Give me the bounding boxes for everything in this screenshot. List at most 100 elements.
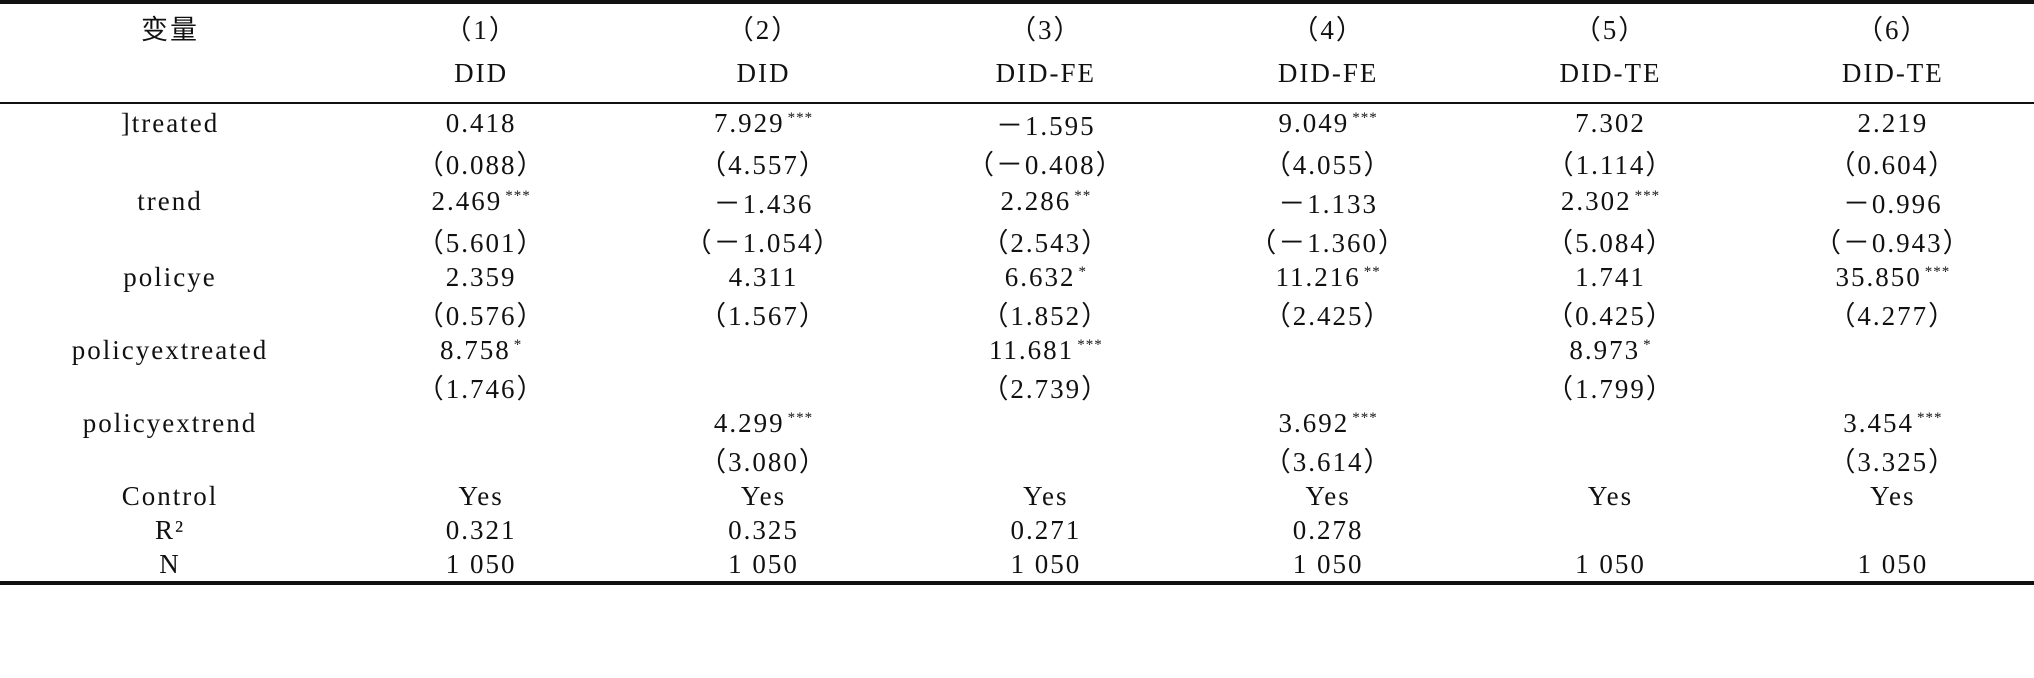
cell [622, 333, 904, 367]
cell [340, 440, 622, 479]
cell: （3） [1009, 14, 1083, 45]
cell: 1.741 [1575, 261, 1646, 292]
cell: （1.567） [699, 301, 828, 331]
significance-stars: *** [1352, 110, 1378, 126]
cell: 3.454 *** [1752, 406, 2034, 440]
table-row: （1.746） （2.739） （1.799） [0, 367, 2034, 406]
coefficient: 8.973 [1569, 334, 1641, 365]
significance-stars: *** [1924, 263, 1951, 280]
cell: －1.595 [995, 111, 1096, 141]
row-label [0, 50, 340, 104]
cell: 1 050 [1575, 548, 1646, 579]
table-row: （0.088） （4.557） （－0.408） （4.055） （1.114） （0.6… [0, 143, 2034, 182]
cell: （2） [726, 14, 801, 45]
cell: （1.799） [1546, 374, 1675, 404]
coefficient: 35.850 [1835, 261, 1922, 292]
cell: （0.425） [1546, 301, 1675, 331]
row-label: Control [121, 480, 219, 511]
cell: Yes [458, 480, 504, 511]
cell: 11.216 ** [1187, 260, 1469, 294]
cell: －0.996 [1842, 189, 1943, 219]
table-row: trend 2.469 *** －1.436 2.286 ** －1.133 2.302 ***… [0, 182, 2034, 221]
cell: 0.418 [445, 108, 517, 138]
row-label: trend [137, 186, 203, 216]
cell: 1 050 [445, 548, 517, 579]
cell: 6.632 * [905, 260, 1187, 294]
cell [1752, 333, 2034, 367]
cell [1469, 406, 1751, 440]
cell: Yes [1023, 480, 1069, 511]
cell: 9.049 *** [1187, 103, 1469, 143]
cell: 35.850 *** [1752, 260, 2034, 294]
coefficient: 3.692 [1278, 407, 1350, 438]
cell: Yes [1305, 480, 1351, 511]
cell: （－0.943） [1813, 228, 1972, 258]
cell: （5） [1573, 14, 1648, 45]
significance-stars: *** [1916, 409, 1943, 426]
cell [1752, 367, 2034, 406]
cell: 7.302 [1575, 108, 1646, 138]
cell [1469, 513, 1751, 547]
cell [1752, 513, 2034, 547]
table-row: 变量 （1） （2） （3） （4） （5） （6） [0, 2, 2034, 50]
significance-stars: * [1643, 336, 1652, 353]
cell: 1 050 [728, 548, 799, 579]
coefficient: 9.049 [1278, 108, 1350, 138]
table-row: DID DID DID-FE DID-FE DID-TE DID-TE [0, 50, 2034, 104]
cell: 0.325 [728, 514, 799, 545]
cell: （1.746） [416, 374, 546, 404]
cell: （0.576） [416, 301, 546, 331]
cell: 2.219 [1857, 108, 1929, 138]
row-label [0, 221, 340, 260]
significance-stars: ** [1363, 263, 1381, 280]
significance-stars: *** [1634, 188, 1661, 204]
coefficient: 7.929 [713, 108, 785, 138]
table-row: Control Yes Yes Yes Yes Yes Yes [0, 479, 2034, 513]
regression-table: 变量 （1） （2） （3） （4） （5） （6） DID DID DID-FE DID-FE DI… [0, 0, 2034, 585]
cell: 0.278 [1292, 514, 1364, 545]
cell: Yes [1870, 480, 1916, 511]
cell: （－1.360） [1249, 228, 1408, 258]
cell: （4.055） [1263, 150, 1393, 180]
row-label [0, 367, 340, 406]
cell: （1） [444, 14, 518, 45]
cell: （3.080） [699, 447, 828, 477]
significance-stars: ** [1074, 188, 1092, 204]
row-label [0, 294, 340, 333]
cell: DID [340, 50, 623, 104]
cell: （5.601） [416, 228, 546, 258]
cell [905, 406, 1187, 440]
significance-stars: *** [787, 110, 814, 126]
table-row: （3.080） （3.614） （3.325） [0, 440, 2034, 479]
cell: 1 050 [1292, 548, 1364, 579]
cell: DID-FE [1186, 50, 1470, 104]
cell: 2.286 ** [905, 182, 1187, 221]
table-row: policyextreated 8.758 * 11.681 *** 8.973 * [0, 333, 2034, 367]
cell [1187, 333, 1469, 367]
coefficient: 2.302 [1560, 186, 1632, 216]
cell: （4.277） [1828, 301, 1958, 331]
row-label: policyextrend [82, 407, 258, 438]
cell: DID-FE [904, 50, 1187, 104]
cell: （2.425） [1263, 301, 1393, 331]
coefficient: 2.286 [1000, 186, 1072, 216]
cell: （0.604） [1828, 150, 1958, 180]
cell: DID-TE [1469, 50, 1752, 104]
cell [340, 406, 622, 440]
table-row: N 1 050 1 050 1 050 1 050 1 050 1 050 [0, 547, 2034, 583]
cell: （2.543） [981, 228, 1111, 258]
coefficient: 6.632 [1004, 261, 1076, 292]
cell: 8.758 * [340, 333, 622, 367]
row-label [0, 143, 340, 182]
table-row: policye 2.359 4.311 6.632 * 11.216 ** 1.741 35.8… [0, 260, 2034, 294]
cell [1469, 440, 1751, 479]
cell [905, 440, 1187, 479]
table-row: policyextrend 4.299 *** 3.692 *** 3.454 *** [0, 406, 2034, 440]
row-label: ]treated [120, 108, 220, 138]
cell [622, 367, 904, 406]
coefficient: 11.681 [988, 334, 1075, 365]
cell: 1 050 [1010, 548, 1082, 579]
row-label: R² [154, 514, 186, 545]
cell: （－0.408） [966, 150, 1125, 180]
